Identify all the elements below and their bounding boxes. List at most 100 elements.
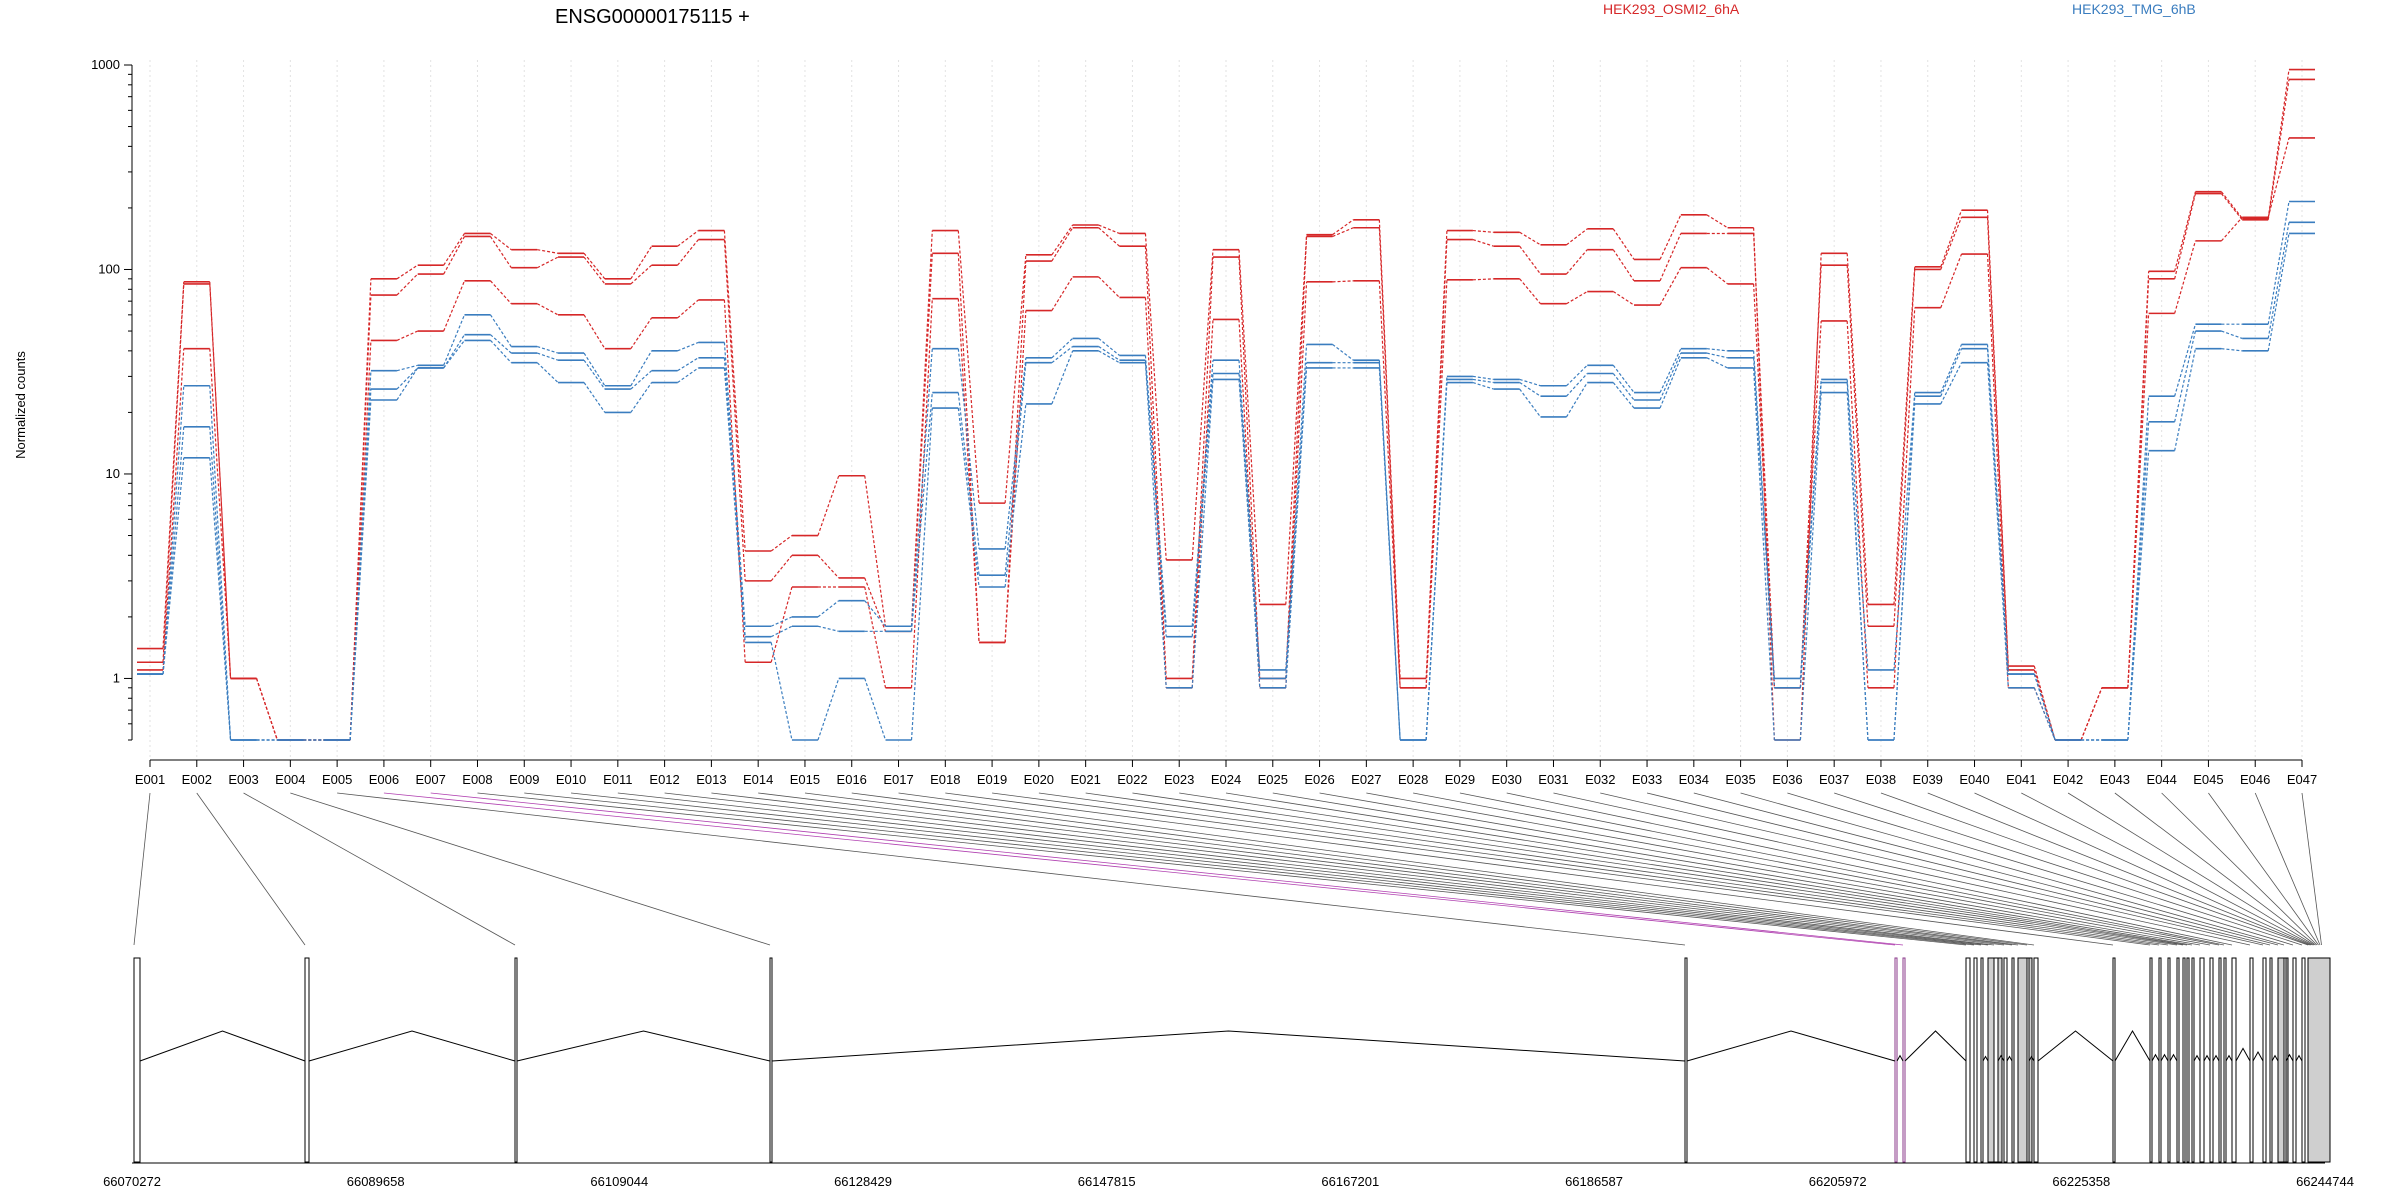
- series-connector: [1566, 291, 1588, 305]
- genomic-tick-label: 66205972: [1809, 1174, 1867, 1189]
- exon-block: [2026, 957, 2030, 1163]
- series-connector: [1612, 249, 1635, 282]
- exon-label: E033: [1632, 772, 1662, 787]
- exon-block: [2158, 957, 2162, 1163]
- exon-label: E028: [1398, 772, 1428, 787]
- series-connector: [1144, 362, 1167, 688]
- genomic-tick-label: 66244744: [2296, 1174, 2354, 1189]
- series-connector: [2080, 687, 2103, 741]
- series-connector: [443, 236, 466, 275]
- series-connector: [2267, 69, 2290, 219]
- exon-block: [2186, 957, 2190, 1163]
- exon-block: [2231, 957, 2237, 1163]
- series-connector: [1799, 379, 1822, 679]
- series-connector: [1659, 214, 1682, 260]
- exon-block: [304, 957, 310, 1163]
- series-connector: [1051, 276, 1074, 311]
- series-connector: [162, 283, 185, 663]
- exon-label: E044: [2146, 772, 2176, 787]
- series-connector: [1519, 382, 1541, 397]
- series-connector: [817, 554, 840, 579]
- series-connector: [162, 281, 185, 649]
- exon-connector: [1834, 792, 2303, 946]
- series-connector: [1004, 357, 1027, 549]
- series-connector: [957, 348, 980, 549]
- exon-block: [2269, 957, 2273, 1163]
- series-connector: [1565, 382, 1588, 418]
- exon-connector: [1085, 792, 2169, 946]
- series-connector: [396, 364, 418, 372]
- series-connector: [1378, 227, 1401, 688]
- exon-connector: [1740, 792, 2285, 946]
- series-connector: [2033, 687, 2056, 741]
- exon-connector: [2067, 792, 2315, 946]
- series-connector: [1753, 233, 1775, 688]
- exon-block: [133, 957, 141, 1163]
- series-connector: [1940, 362, 1963, 405]
- series-connector: [1612, 364, 1635, 393]
- series-connector: [1753, 357, 1775, 688]
- series-connector: [349, 399, 372, 741]
- exon-label: E012: [649, 772, 679, 787]
- exon-block: [1993, 957, 1999, 1163]
- series-connector: [1144, 360, 1167, 637]
- exon-label: E041: [2006, 772, 2036, 787]
- intron-line: [2006, 1055, 2013, 1062]
- series-connector: [770, 616, 793, 627]
- series-connector: [583, 382, 606, 413]
- exon-block: [2249, 957, 2254, 1163]
- exon-label: E027: [1351, 772, 1381, 787]
- exon-block: [2191, 957, 2195, 1163]
- intron-line: [2037, 1030, 2114, 1062]
- exon-label: E006: [369, 772, 399, 787]
- series-connector: [677, 367, 699, 384]
- series-connector: [630, 382, 653, 413]
- exon-label: E039: [1913, 772, 1943, 787]
- exon-label: E018: [930, 772, 960, 787]
- series-connector: [2127, 278, 2150, 688]
- series-connector: [209, 385, 232, 741]
- exon-connector: [1974, 792, 2312, 946]
- intron-line: [139, 1030, 306, 1062]
- exon-block: [2292, 957, 2297, 1163]
- exon-connector: [524, 792, 1975, 946]
- exon-label: E013: [696, 772, 726, 787]
- exon-label: E004: [275, 772, 305, 787]
- series-connector: [1519, 278, 1541, 305]
- series-connector: [2174, 240, 2197, 314]
- exon-label: E042: [2053, 772, 2083, 787]
- genomic-tick-label: 66186587: [1565, 1174, 1623, 1189]
- series-connector: [583, 252, 606, 280]
- series-connector: [1425, 382, 1448, 741]
- genomic-tick-label: 66147815: [1078, 1174, 1136, 1189]
- exon-block: [2003, 957, 2008, 1163]
- series-connector: [957, 230, 980, 504]
- series-connector: [2267, 137, 2290, 218]
- series-connector: [770, 642, 793, 741]
- exon-connector: [1646, 792, 2271, 946]
- series-connector: [2267, 201, 2290, 325]
- series-connector: [1004, 362, 1027, 576]
- series-connector: [1659, 267, 1682, 306]
- series-connector: [864, 586, 887, 688]
- series-connector: [583, 352, 606, 387]
- exon-connector: [898, 792, 2035, 946]
- intron-line: [516, 1030, 771, 1062]
- series-connector: [2033, 673, 2056, 741]
- series-connector: [1285, 367, 1308, 688]
- exon-block: [1894, 957, 1898, 1163]
- exon-connector: [1506, 792, 2233, 946]
- exon-label: E014: [743, 772, 773, 787]
- exon-label: E016: [837, 772, 867, 787]
- series-connector: [957, 408, 980, 588]
- intron-line: [1904, 1030, 1967, 1062]
- exon-label: E003: [228, 772, 258, 787]
- series-connector: [1332, 219, 1354, 236]
- y-tick-label: 10: [106, 466, 120, 481]
- intron-line: [1686, 1030, 1896, 1062]
- series-connector: [957, 298, 980, 643]
- series-connector: [583, 256, 606, 285]
- exon-block: [1973, 957, 1978, 1163]
- series-connector: [1940, 209, 1963, 268]
- intron-line: [1997, 1054, 2005, 1062]
